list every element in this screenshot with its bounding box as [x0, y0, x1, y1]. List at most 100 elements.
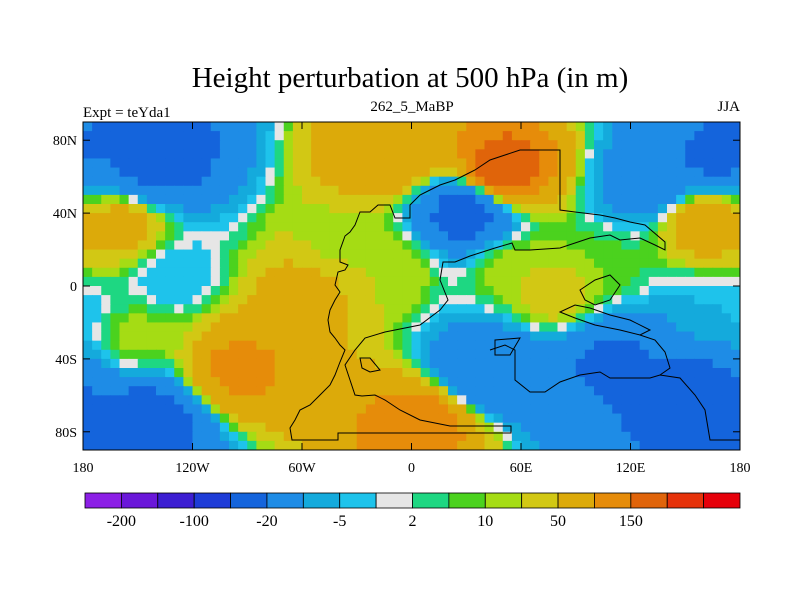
field-cell	[265, 395, 276, 406]
field-cell	[539, 431, 549, 442]
field-cell	[338, 276, 349, 287]
field-cell	[128, 122, 139, 132]
field-cell	[411, 249, 422, 260]
field-cell	[302, 204, 312, 214]
field-cell	[338, 286, 349, 296]
field-cell	[274, 213, 285, 223]
colorbar-label: -200	[107, 513, 136, 530]
field-cell	[320, 231, 330, 242]
field-cell	[119, 286, 130, 296]
field-cell	[511, 194, 522, 205]
field-cell	[484, 313, 495, 324]
field-cell	[603, 358, 613, 369]
field-cell	[365, 413, 376, 424]
field-cell	[292, 431, 303, 442]
field-cell	[612, 213, 622, 223]
field-cell	[612, 395, 622, 406]
field-cell	[311, 431, 321, 442]
field-cell	[566, 295, 577, 305]
field-cell	[603, 413, 613, 424]
field-cell	[247, 213, 257, 223]
field-cell	[703, 267, 714, 278]
field-cell	[639, 358, 650, 369]
field-cell	[146, 404, 157, 415]
field-cell	[110, 158, 121, 169]
field-cell	[511, 431, 522, 442]
field-cell	[83, 413, 93, 424]
field-cell	[721, 440, 732, 450]
field-cell	[466, 386, 476, 396]
field-cell	[603, 122, 613, 132]
field-cell	[347, 176, 358, 187]
field-cell	[685, 377, 695, 387]
field-cell	[612, 194, 622, 205]
field-cell	[575, 349, 586, 360]
field-cell	[630, 413, 641, 424]
field-cell	[119, 176, 130, 187]
field-cell	[356, 340, 367, 351]
field-cell	[283, 240, 294, 251]
field-cell	[183, 222, 194, 232]
field-cell	[475, 249, 486, 260]
field-cell	[448, 267, 458, 278]
field-cell	[657, 377, 668, 387]
field-cell	[566, 313, 577, 324]
field-cell	[146, 422, 157, 433]
field-cell	[448, 322, 458, 333]
field-cell	[156, 122, 166, 132]
field-cell	[128, 267, 139, 278]
field-cell	[311, 167, 321, 178]
field-cell	[438, 422, 449, 433]
field-cell	[265, 295, 276, 305]
field-cell	[292, 286, 303, 296]
field-cell	[156, 295, 166, 305]
field-cell	[311, 322, 321, 333]
field-cell	[101, 331, 111, 342]
field-cell	[612, 313, 622, 324]
field-cell	[265, 249, 276, 260]
field-cell	[137, 295, 148, 305]
field-cell	[183, 167, 194, 178]
field-cell	[165, 176, 175, 187]
field-cell	[265, 185, 276, 196]
field-cell	[676, 240, 686, 251]
field-cell	[530, 304, 540, 314]
field-cell	[420, 340, 431, 351]
field-cell	[530, 377, 540, 387]
field-cell	[594, 368, 604, 378]
field-cell	[694, 295, 705, 305]
field-cell	[183, 422, 194, 433]
field-cell	[101, 422, 111, 433]
field-cell	[229, 158, 239, 169]
field-cell	[557, 295, 568, 305]
field-cell	[721, 267, 732, 278]
field-cell	[420, 276, 431, 287]
field-cell	[229, 249, 239, 260]
field-cell	[292, 386, 303, 396]
field-cell	[238, 340, 248, 351]
field-cell	[703, 395, 714, 406]
field-cell	[311, 313, 321, 324]
field-cell	[639, 176, 650, 187]
field-cell	[393, 377, 403, 387]
field-cell	[712, 122, 723, 132]
field-cell	[502, 431, 513, 442]
field-cell	[493, 267, 504, 278]
field-cell	[694, 340, 705, 351]
field-cell	[156, 358, 166, 369]
field-cell	[375, 204, 385, 214]
field-cell	[192, 194, 203, 205]
field-cell	[685, 240, 695, 251]
field-cell	[83, 377, 93, 387]
field-cell	[712, 377, 723, 387]
field-cell	[274, 395, 285, 406]
field-cell	[265, 286, 276, 296]
field-cell	[630, 258, 641, 269]
field-cell	[448, 386, 458, 396]
field-cell	[575, 322, 586, 333]
field-cell	[165, 340, 175, 351]
field-cell	[566, 422, 577, 433]
field-cell	[210, 131, 221, 141]
field-cell	[484, 240, 495, 251]
field-cell	[612, 358, 622, 369]
